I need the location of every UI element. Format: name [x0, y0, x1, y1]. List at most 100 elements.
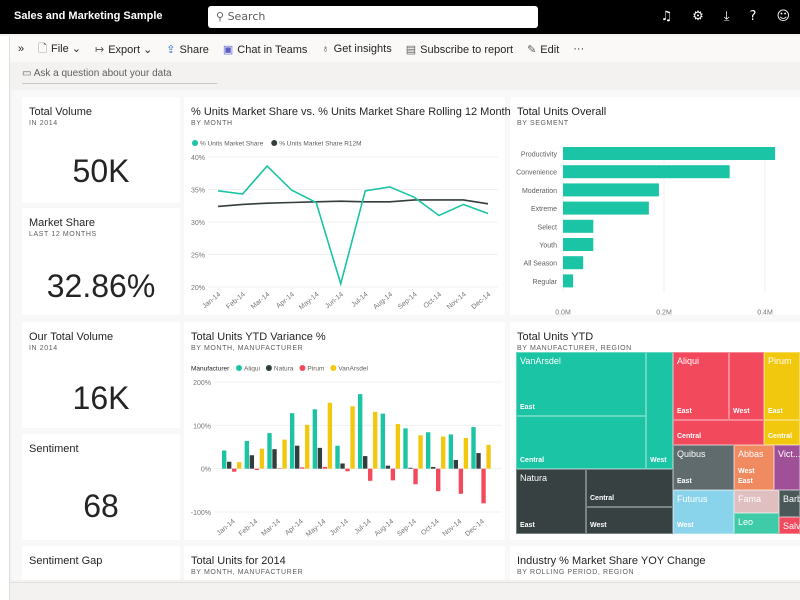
treemap-futurus[interactable]: Futurus West: [673, 490, 734, 534]
legend-label: % Units Market Share: [200, 141, 264, 148]
pencil-icon: ✎: [527, 43, 537, 56]
total-units-2014-tile[interactable]: Total Units for 2014 BY MONTH, MANUFACTU…: [184, 546, 505, 580]
card-total-volume[interactable]: Total Volume IN 2014 50K: [22, 97, 180, 203]
column-aliqui: [335, 445, 340, 469]
bell-icon[interactable]: ♫: [660, 9, 673, 24]
chat-icon: ▭: [22, 68, 34, 79]
column-pirum: [277, 468, 282, 469]
help-icon[interactable]: ?: [749, 9, 757, 24]
bar-youth: [563, 238, 594, 251]
treemap-fama[interactable]: Fama: [734, 490, 779, 513]
legend-marker: [236, 365, 242, 371]
x-tick-label: Feb-14: [225, 291, 247, 311]
lightbulb-icon: ♁: [321, 43, 330, 55]
y-tick-label: 0%: [201, 467, 211, 474]
treemap-vanarsdel-west[interactable]: West: [646, 352, 673, 469]
column-pirum: [436, 468, 441, 492]
x-tick-label: Oct-14: [423, 291, 444, 310]
category-label: Productivity: [521, 152, 558, 159]
legend-title: Manufacturer: [191, 366, 230, 373]
category-label: Moderation: [522, 188, 557, 195]
industry-share-tile[interactable]: Industry % Market Share YOY Change BY RO…: [510, 546, 800, 580]
card-sentiment-gap[interactable]: Sentiment Gap: [22, 546, 180, 580]
treemap-vict[interactable]: Vict...: [774, 445, 800, 490]
left-pane: [0, 36, 10, 600]
x-tick-label: Dec-14: [464, 518, 486, 538]
column-pirum: [390, 468, 396, 481]
chart-subtitle: BY ROLLING PERIOD, REGION: [517, 569, 635, 576]
card-our-total-volume[interactable]: Our Total Volume IN 2014 16K: [22, 322, 180, 428]
treemap-salvu[interactable]: Salvu: [779, 517, 800, 534]
search-input[interactable]: ⚲ Search: [208, 6, 538, 28]
treemap-pirum-central[interactable]: Central: [764, 420, 800, 445]
x-tick-label: Aug-14: [373, 518, 395, 538]
treemap-aliqui-east[interactable]: Aliqui East: [673, 352, 729, 420]
line-chart-tile[interactable]: % Units Market Share vs. % Units Market …: [184, 97, 516, 315]
column-natura: [272, 449, 277, 469]
treemap-aliqui-central[interactable]: Central: [673, 420, 764, 445]
share-button[interactable]: ⇪ Share: [166, 43, 209, 56]
card-market-share[interactable]: Market Share LAST 12 MONTHS 32.86%: [22, 208, 180, 315]
column-natura: [476, 453, 481, 469]
x-tick-label: Jun-14: [329, 518, 350, 537]
file-menu[interactable]: 🗋 File ⌄: [38, 42, 81, 55]
smiley-icon[interactable]: ☺: [776, 9, 790, 24]
x-tick-label: Nov-14: [446, 291, 468, 311]
gear-icon[interactable]: ⚙: [692, 9, 704, 24]
y-tick-label: 25%: [191, 253, 205, 260]
treemap-vanarsdel-east[interactable]: VanArsdel East: [516, 352, 646, 416]
column-aliqui: [448, 434, 454, 469]
qa-input[interactable]: ▭ Ask a question about your data: [22, 68, 217, 84]
column-vanarsdel: [441, 436, 446, 469]
column-natura: [453, 460, 459, 469]
subscribe-button[interactable]: ▤ Subscribe to report: [405, 43, 514, 56]
more-options-button[interactable]: ···: [573, 43, 585, 55]
treemap-leo[interactable]: Leo: [734, 513, 779, 534]
status-bar: [10, 582, 800, 600]
legend-label: VanArsdel: [338, 366, 368, 373]
column-vanarsdel: [486, 444, 491, 469]
y-tick-label: -100%: [191, 510, 211, 517]
legend-marker: [299, 365, 306, 371]
teams-icon: ▣: [222, 43, 234, 56]
treemap-vanarsdel-central[interactable]: Central: [516, 416, 646, 469]
chat-in-teams-button[interactable]: ▣ Chat in Teams: [222, 43, 308, 56]
column-pirum: [368, 468, 373, 481]
treemap-pirum-east[interactable]: Pirum East: [764, 352, 800, 420]
edit-button[interactable]: ✎ Edit: [527, 43, 560, 56]
treemap-natura-east[interactable]: Natura East: [516, 469, 586, 534]
category-label: Extreme: [531, 206, 557, 213]
category-label: Regular: [532, 279, 557, 286]
treemap-aliqui-west[interactable]: West: [729, 352, 764, 420]
treemap-abbas[interactable]: Abbas West East: [734, 445, 774, 490]
legend-marker: [330, 365, 337, 371]
column-vanarsdel: [395, 424, 401, 469]
column-aliqui: [312, 409, 318, 469]
category-label: All Season: [524, 261, 558, 268]
treemap-barba[interactable]: Barba: [779, 490, 800, 517]
x-tick-label: Oct-14: [420, 518, 441, 537]
treemap-natura-central[interactable]: Central: [586, 469, 673, 507]
card-title: Total Volume: [29, 106, 92, 118]
chart-subtitle: BY MONTH, MANUFACTURER: [191, 569, 304, 576]
treemap-quibus[interactable]: Quibus East: [673, 445, 734, 490]
column-pirum: [300, 467, 305, 469]
toolbar: » 🗋 File ⌄ ↦ Export ⌄ ⇪ Share ▣ Chat in Team…: [10, 36, 800, 62]
chart-title: Total Units Overall: [517, 106, 607, 118]
card-sentiment[interactable]: Sentiment 68: [22, 434, 180, 540]
expand-button[interactable]: »: [18, 43, 25, 55]
treemap-natura-west[interactable]: West: [586, 507, 673, 534]
export-menu[interactable]: ↦ Export ⌄: [95, 43, 153, 56]
download-icon[interactable]: ⤓: [723, 9, 730, 24]
column-natura: [295, 445, 300, 469]
x-tick-label: Nov-14: [441, 518, 463, 538]
x-tick-label: 0.4M: [757, 310, 773, 315]
column-chart-tile[interactable]: Total Units YTD Variance % BY MONTH, MAN…: [184, 322, 505, 540]
bar-chart-tile[interactable]: Total Units Overall BY SEGMENT 0.0M 0.2M 0…: [510, 97, 800, 315]
column-natura: [249, 455, 255, 469]
column-aliqui: [222, 450, 227, 469]
card-title: Market Share: [29, 217, 96, 229]
get-insights-button[interactable]: ♁ Get insights: [321, 43, 392, 55]
x-tick-label: Jun-14: [324, 291, 345, 310]
x-tick-label: Feb-14: [238, 518, 260, 538]
